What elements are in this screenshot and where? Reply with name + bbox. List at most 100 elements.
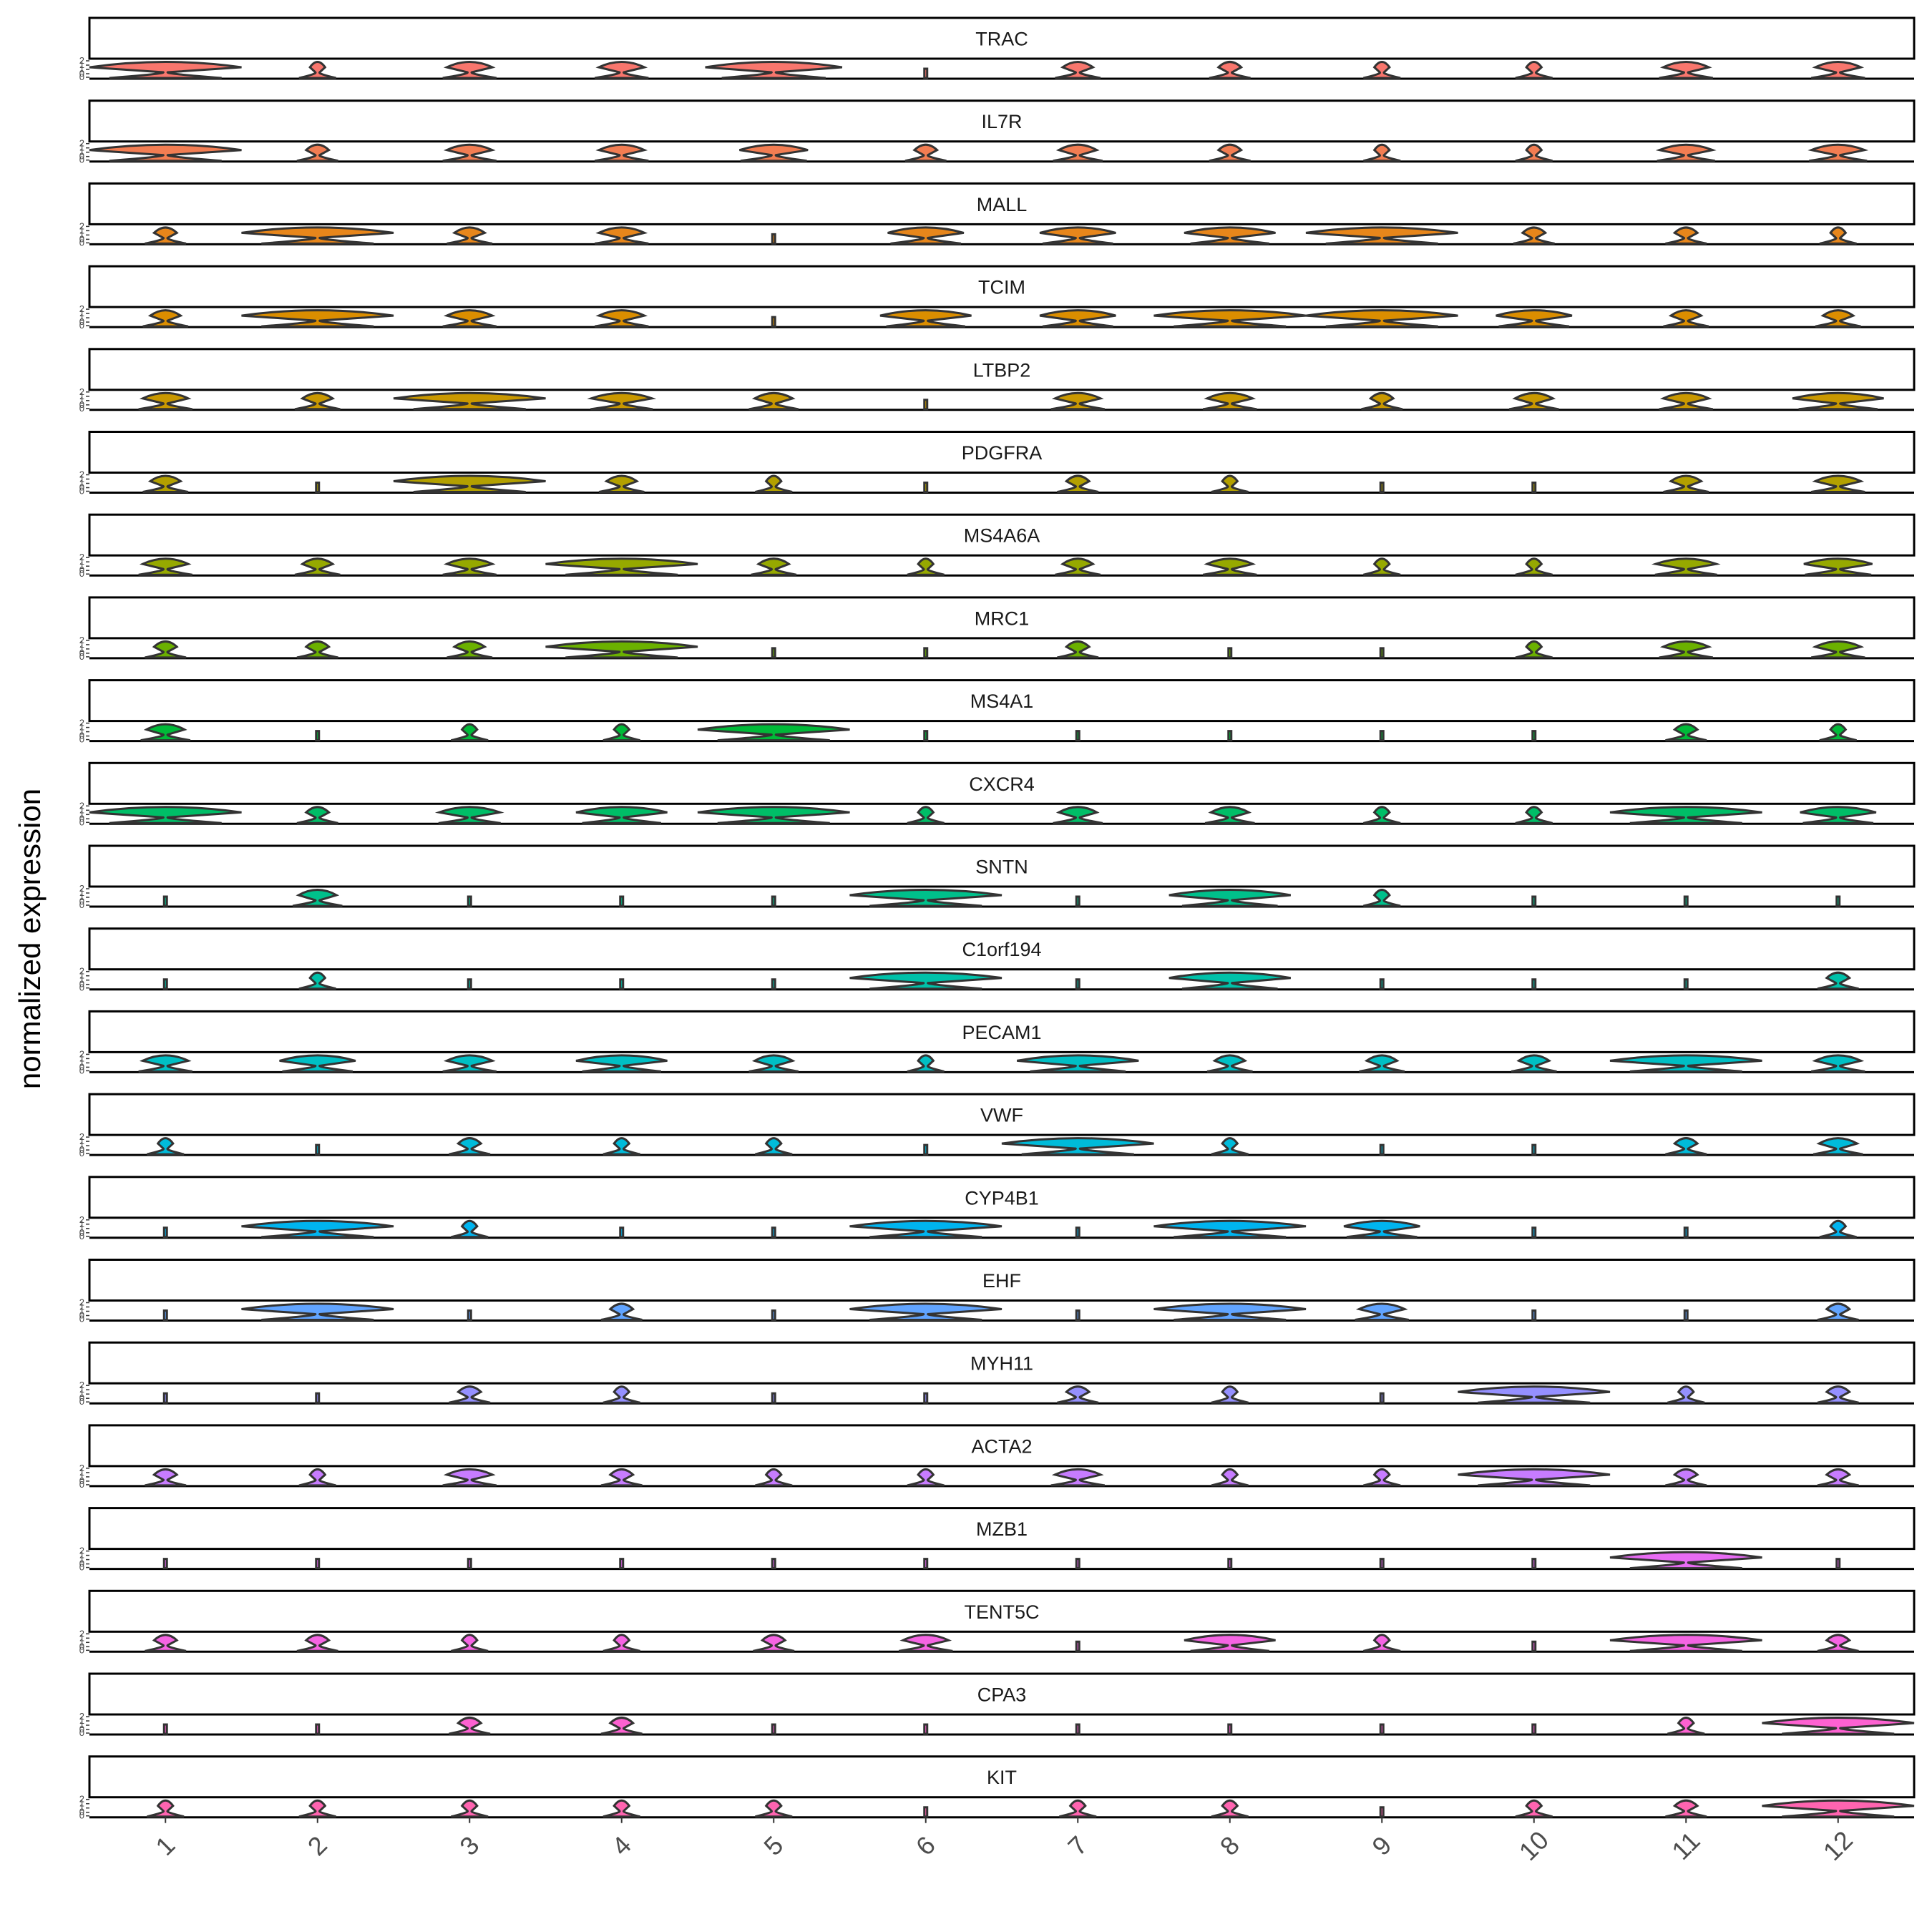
- violin-mark: [434, 806, 504, 824]
- y-tick-label: 1: [79, 809, 84, 819]
- gene-label: MALL: [977, 194, 1028, 215]
- violin-mark: [771, 316, 776, 328]
- y-tick-label: 0: [79, 982, 84, 993]
- violin-mark: [449, 1385, 491, 1404]
- y-tick-label: 0: [79, 1810, 84, 1821]
- violin-mark: [753, 1634, 795, 1652]
- violin-mark: [1001, 1137, 1154, 1156]
- y-tick-label: 0: [79, 734, 84, 745]
- x-axis: 1 2 3 4 5 6 7 8 9 10 11 12: [150, 1817, 1858, 1866]
- violin-mark: [315, 1392, 321, 1404]
- y-tick-label: 2: [79, 552, 84, 562]
- violin-mark: [1817, 1385, 1859, 1404]
- y-tick-label: 1: [79, 1223, 84, 1234]
- violin-mark: [598, 474, 645, 493]
- y-tick-label: 2: [79, 800, 84, 811]
- violin-mark: [587, 391, 657, 411]
- violin-mark: [602, 1634, 640, 1652]
- violin-mark: [619, 895, 625, 907]
- violin-mark: [1835, 1558, 1841, 1570]
- y-tick-label: 2: [79, 138, 84, 149]
- violin-mark: [1379, 1558, 1385, 1570]
- violin-mark: [442, 557, 497, 576]
- y-tick-label: 1: [79, 229, 84, 240]
- y-tick-label: 0: [79, 1727, 84, 1738]
- violin-mark: [771, 1309, 776, 1321]
- violin-mark: [1363, 1634, 1401, 1652]
- y-tick-label: 1: [79, 1057, 84, 1068]
- y-tick-label: 0: [79, 155, 84, 165]
- violin-mark: [296, 143, 338, 162]
- y-tick-label: 1: [79, 1136, 84, 1146]
- violin-mark: [923, 730, 929, 742]
- y-tick-label: 1: [79, 560, 84, 571]
- violin-mark: [1683, 1309, 1689, 1321]
- violin-mark: [1363, 557, 1401, 576]
- y-tick-label: 2: [79, 220, 84, 231]
- x-tick-label: 11: [1666, 1826, 1705, 1865]
- y-tick-label: 1: [79, 804, 84, 815]
- violin-mark: [879, 309, 972, 328]
- y-tick-label: 1: [79, 1219, 84, 1229]
- y-tick-label: 0: [79, 816, 84, 827]
- y-tick-label: 0: [79, 237, 84, 248]
- violin-mark: [162, 1558, 168, 1570]
- violin-mark: [142, 474, 189, 493]
- violin-mark: [1184, 226, 1276, 245]
- violin-mark: [147, 1799, 185, 1818]
- violin-mark: [1817, 1634, 1859, 1652]
- y-tick-label: 2: [79, 469, 84, 480]
- violin-mark: [1359, 1054, 1405, 1073]
- violin-mark: [1819, 723, 1857, 742]
- y-tick-label: 0: [79, 1144, 84, 1155]
- violin-mark: [1496, 309, 1573, 328]
- y-tick-label: 1: [79, 1715, 84, 1726]
- violin-mark: [241, 309, 394, 328]
- violin-mark: [600, 1468, 643, 1487]
- violin-mark: [771, 1392, 776, 1404]
- violin-mark: [887, 226, 965, 245]
- y-tick-label: 1: [79, 142, 84, 153]
- violin-mark: [1355, 1302, 1410, 1321]
- y-tick-label: 0: [79, 399, 84, 410]
- violin-mark: [907, 557, 945, 576]
- violin-mark: [241, 226, 394, 245]
- y-tick-label: 1: [79, 474, 84, 484]
- y-tick-label: 1: [79, 1554, 84, 1565]
- violin-mark: [1379, 482, 1385, 493]
- gene-label: MRC1: [975, 608, 1030, 629]
- violin-mark: [298, 61, 336, 79]
- violin-mark: [1305, 309, 1458, 328]
- violin-mark: [1075, 1226, 1080, 1239]
- violin-mark: [923, 482, 929, 493]
- violin-mark: [594, 61, 649, 79]
- y-tick-label: 0: [79, 1562, 84, 1573]
- violin-mark: [298, 971, 336, 990]
- violin-mark: [145, 640, 187, 659]
- violin-mark: [1075, 1558, 1080, 1570]
- y-tick-label: 0: [79, 1065, 84, 1075]
- violin-mark: [619, 1558, 625, 1570]
- violin-mark: [771, 1226, 776, 1239]
- violin-mark: [162, 1723, 168, 1735]
- gene-label: TCIM: [978, 277, 1025, 298]
- violin-mark: [1379, 978, 1385, 990]
- y-tick-label: 2: [79, 1546, 84, 1556]
- violin-mark: [1810, 1054, 1865, 1073]
- violin-mark: [923, 1806, 929, 1818]
- violin-mark: [1515, 557, 1553, 576]
- y-tick-label: 1: [79, 975, 84, 985]
- violin-mark: [697, 723, 850, 742]
- violin-mark: [292, 889, 343, 907]
- y-tick-label: 1: [79, 225, 84, 235]
- violin-mark: [594, 143, 649, 162]
- strip-box: [88, 1589, 1916, 1633]
- y-tick-label: 2: [79, 1214, 84, 1225]
- gene-label: MS4A1: [970, 691, 1034, 712]
- strip-box: [88, 431, 1916, 474]
